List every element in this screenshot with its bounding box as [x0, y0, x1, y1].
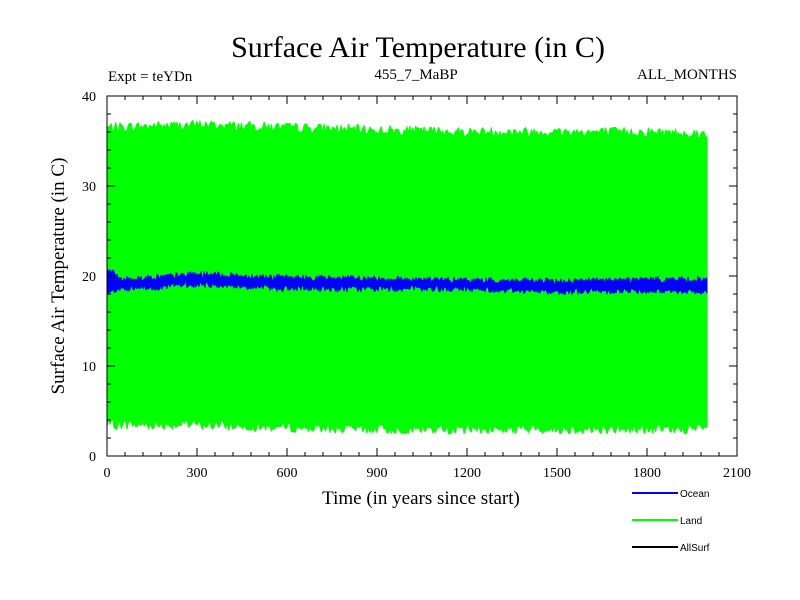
series-ocean-band	[106, 267, 708, 295]
age-label: 455_7_MaBP	[374, 67, 457, 83]
x-tick-label: 1200	[453, 466, 481, 481]
y-tick-label: 10	[82, 360, 96, 375]
legend: Ocean Land AllSurf	[632, 489, 710, 554]
x-axis-label: Time (in years since start)	[322, 488, 520, 509]
x-tick-label: 1800	[633, 466, 661, 481]
x-tick-label: 0	[104, 466, 111, 481]
y-tick-label: 20	[82, 270, 96, 285]
series-land-band	[106, 120, 708, 435]
x-axis: 0 300 600 900 1200 1500 1800 2100	[104, 96, 751, 481]
legend-label-ocean: Ocean	[680, 489, 709, 500]
y-axis-label: Surface Air Temperature (in C)	[48, 158, 69, 395]
chart-title: Surface Air Temperature (in C)	[231, 31, 605, 64]
y-axis: 0 10 20 30 40	[82, 90, 737, 465]
series-layer	[106, 120, 708, 435]
x-tick-label: 1500	[543, 466, 571, 481]
experiment-label: Expt = teYDn	[108, 69, 193, 85]
x-tick-label: 900	[367, 466, 388, 481]
x-tick-label: 300	[187, 466, 208, 481]
y-tick-label: 30	[82, 180, 96, 195]
x-tick-label: 2100	[723, 466, 751, 481]
legend-label-land: Land	[680, 516, 702, 527]
y-tick-label: 40	[82, 90, 96, 105]
y-tick-label: 0	[89, 450, 96, 465]
x-tick-label: 600	[277, 466, 298, 481]
months-label: ALL_MONTHS	[637, 67, 737, 83]
legend-label-allsurf: AllSurf	[680, 543, 710, 554]
